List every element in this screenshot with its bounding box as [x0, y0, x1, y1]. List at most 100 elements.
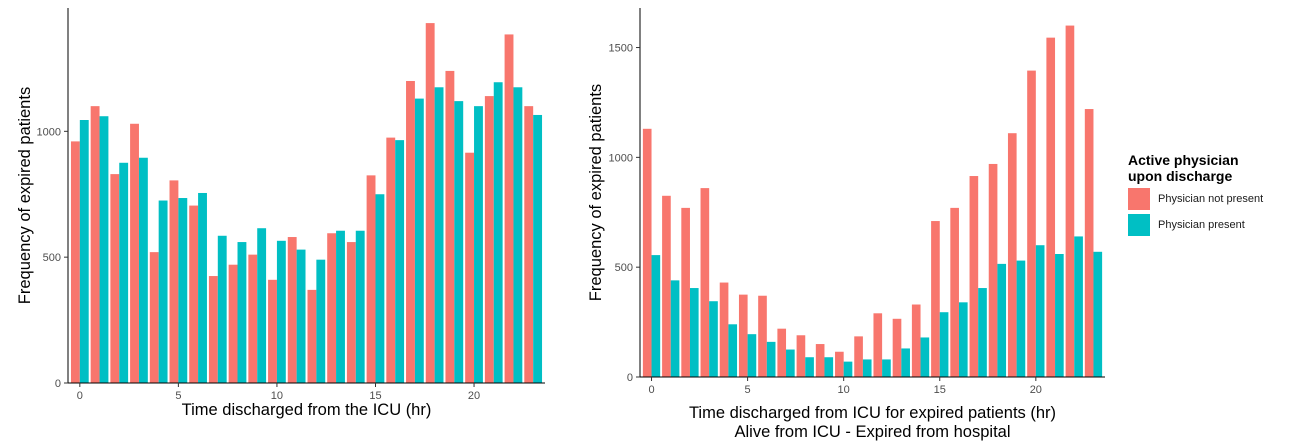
bar-not-present-10 — [268, 279, 277, 383]
bar-present-20 — [474, 106, 483, 384]
bar-present-17 — [414, 98, 424, 383]
x-tick-label-15: 15 — [934, 384, 946, 396]
bar-not-present-2 — [110, 174, 120, 383]
bar-present-0 — [79, 120, 89, 383]
bar-present-2 — [119, 162, 129, 383]
bar-present-3 — [138, 157, 148, 383]
legend-item-not-present: Physician not present — [1128, 188, 1278, 210]
bar-present-21 — [1055, 254, 1064, 377]
bar-present-2 — [689, 288, 699, 377]
bar-present-22 — [513, 87, 523, 383]
x-tick-label-20: 20 — [468, 390, 480, 402]
bar-present-18 — [434, 87, 444, 383]
bar-not-present-14 — [911, 304, 921, 377]
y-tick-label-1000: 1000 — [37, 126, 61, 138]
bar-not-present-17 — [969, 176, 979, 377]
bar-present-6 — [766, 341, 776, 377]
bar-not-present-0 — [70, 141, 80, 383]
bar-present-19 — [454, 101, 464, 384]
bar-not-present-4 — [149, 252, 159, 383]
bar-not-present-8 — [796, 335, 806, 377]
bar-present-8 — [805, 357, 814, 377]
y-axis-title: Frequency of expired patients — [16, 87, 34, 304]
bar-present-7 — [217, 235, 227, 383]
x-axis-title: Time discharged from the ICU (hr) — [182, 401, 432, 419]
bar-not-present-21 — [484, 96, 494, 383]
bar-not-present-14 — [346, 242, 356, 383]
bar-not-present-7 — [777, 328, 787, 377]
bar-not-present-12 — [307, 289, 317, 383]
bar-not-present-23 — [1084, 109, 1094, 377]
bar-present-11 — [862, 359, 872, 377]
legend-item-present: Physician present — [1128, 214, 1278, 236]
y-tick-label-1500: 1500 — [609, 43, 633, 55]
bar-not-present-19 — [445, 70, 455, 384]
x-axis-title: Time discharged from ICU for expired pat… — [689, 404, 1056, 422]
bar-not-present-13 — [327, 233, 337, 383]
bar-not-present-9 — [815, 344, 825, 377]
bar-present-13 — [901, 348, 910, 377]
x-tick-label-15: 15 — [369, 390, 381, 402]
bar-not-present-13 — [892, 318, 902, 377]
bar-present-3 — [709, 301, 718, 377]
bar-present-18 — [997, 263, 1007, 377]
bar-present-23 — [533, 114, 543, 384]
bar-present-16 — [395, 140, 405, 383]
y-tick-label-1000: 1000 — [609, 152, 633, 164]
bar-not-present-3 — [130, 123, 139, 384]
chart-panel-1: 0 500 1000 0 5 10 15 20 Time discharged from the… — [16, 8, 545, 419]
bar-present-19 — [1016, 260, 1026, 377]
bar-not-present-0 — [642, 128, 652, 377]
y-tick-label-0: 0 — [55, 378, 61, 390]
bar-present-9 — [257, 228, 267, 383]
bar-not-present-1 — [90, 106, 100, 384]
bar-present-23 — [1093, 251, 1103, 377]
bar-not-present-6 — [758, 295, 767, 377]
legend-label-not-present: Physician not present — [1158, 193, 1264, 205]
bar-present-12 — [316, 259, 326, 383]
bar-present-12 — [882, 359, 891, 377]
bar-not-present-2 — [681, 207, 690, 378]
x-tick-label-10: 10 — [838, 384, 850, 396]
y-axis-title: Frequency of expired patients — [587, 84, 605, 301]
legend-swatch-not-present — [1128, 188, 1150, 210]
bar-not-present-1 — [662, 195, 671, 377]
bar-present-15 — [939, 312, 949, 377]
bar-not-present-20 — [465, 152, 475, 383]
x-axis-subtitle: Alive from ICU - Expired from hospital — [735, 423, 1011, 441]
bar-present-10 — [843, 361, 853, 378]
bar-not-present-20 — [1027, 70, 1036, 377]
legend-title: Active physician upon discharge — [1128, 152, 1278, 184]
bar-present-21 — [493, 82, 503, 384]
bar-not-present-19 — [1007, 133, 1017, 377]
bar-not-present-9 — [248, 254, 258, 383]
bar-not-present-22 — [504, 34, 514, 384]
bar-not-present-4 — [719, 282, 729, 377]
x-tick-label-0: 0 — [648, 384, 654, 396]
bar-not-present-5 — [169, 180, 179, 383]
bar-present-6 — [198, 192, 207, 383]
legend-label-present: Physician present — [1158, 219, 1245, 231]
x-tick-label-5: 5 — [175, 390, 181, 402]
bar-present-5 — [747, 334, 757, 377]
bar-present-11 — [296, 249, 306, 383]
bar-not-present-11 — [287, 237, 297, 383]
bar-not-present-17 — [406, 80, 415, 384]
bar-not-present-16 — [386, 137, 396, 383]
chart-panel-2: 0 500 1000 1500 0 5 10 15 20 Time discharged from… — [587, 8, 1105, 441]
bar-present-5 — [178, 198, 188, 383]
bar-present-9 — [824, 357, 834, 377]
bar-not-present-12 — [873, 313, 883, 377]
bar-present-14 — [920, 337, 930, 377]
bar-not-present-18 — [425, 23, 435, 383]
x-tick-label-10: 10 — [271, 390, 283, 402]
bar-present-7 — [786, 349, 795, 377]
bar-present-8 — [237, 242, 247, 383]
bar-present-0 — [651, 255, 661, 377]
bar-not-present-8 — [228, 264, 238, 383]
bar-not-present-16 — [950, 207, 959, 378]
bar-present-13 — [336, 230, 345, 383]
bar-not-present-11 — [854, 336, 863, 377]
x-tick-label-5: 5 — [745, 384, 751, 396]
